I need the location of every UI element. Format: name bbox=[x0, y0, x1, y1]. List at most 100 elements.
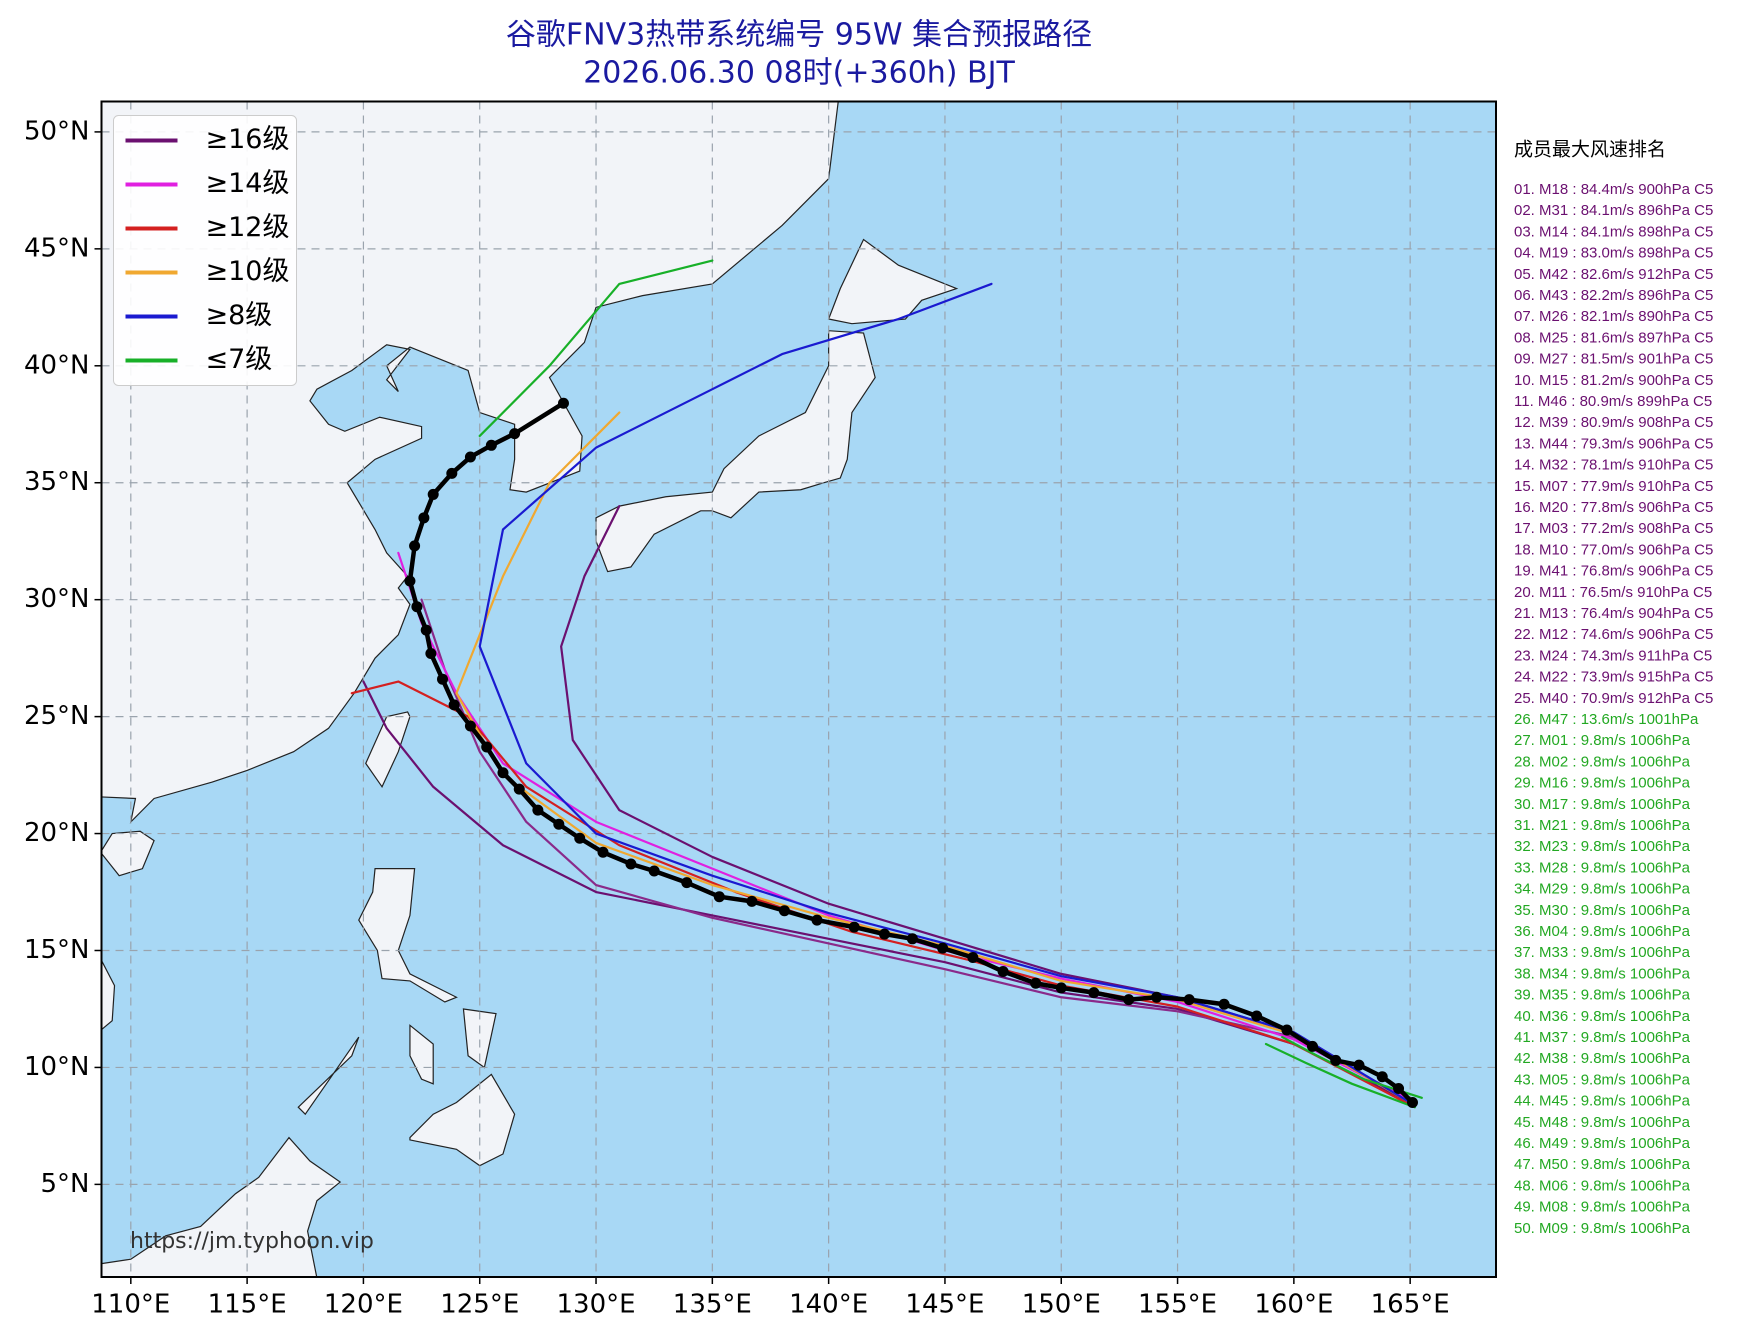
mean-track-point bbox=[1281, 1024, 1293, 1036]
mean-track-point bbox=[1330, 1054, 1342, 1066]
land bbox=[409, 1073, 516, 1167]
legend-label: ≥10级 bbox=[206, 256, 290, 287]
ranking-entry: 40. M36 : 9.8m/s 1006hPa bbox=[1514, 1008, 1691, 1025]
ranking-entry: 23. M24 : 74.3m/s 911hPa C5 bbox=[1514, 647, 1712, 664]
y-tick-label: 35°N bbox=[24, 467, 90, 497]
mean-track-point bbox=[420, 624, 432, 636]
mean-track-point bbox=[1406, 1097, 1418, 1109]
land bbox=[827, 238, 959, 325]
mean-track-point bbox=[532, 804, 544, 816]
ranking-entry: 29. M16 : 9.8m/s 1006hPa bbox=[1514, 775, 1691, 792]
ranking-entry: 28. M02 : 9.8m/s 1006hPa bbox=[1514, 753, 1691, 770]
ranking-entry: 43. M05 : 9.8m/s 1006hPa bbox=[1514, 1071, 1691, 1088]
ranking-entry: 39. M35 : 9.8m/s 1006hPa bbox=[1514, 987, 1691, 1004]
x-tick-label: 155°E bbox=[1138, 1290, 1217, 1320]
mean-track-point bbox=[497, 767, 509, 779]
ranking-entry: 42. M38 : 9.8m/s 1006hPa bbox=[1514, 1050, 1691, 1067]
land bbox=[101, 1136, 342, 1277]
mean-track-point bbox=[648, 865, 660, 877]
land bbox=[409, 1024, 434, 1085]
x-tick-label: 120°E bbox=[324, 1290, 403, 1320]
y-tick-label: 25°N bbox=[24, 701, 90, 731]
land bbox=[595, 330, 876, 573]
grid-layer: 110°E 115°E 120°E 125°E 130°E 135°E 140°E 145°E… bbox=[24, 101, 1496, 1320]
legend-label: ≥8级 bbox=[206, 300, 273, 331]
mean-track-point bbox=[625, 858, 637, 870]
ranking-entry: 17. M03 : 77.2m/s 908hPa C5 bbox=[1514, 520, 1713, 537]
ranking-entry: 16. M20 : 77.8m/s 906hPa C5 bbox=[1514, 499, 1713, 516]
mean-track-point bbox=[1218, 998, 1230, 1010]
ranking-entry: 49. M08 : 9.8m/s 1006hPa bbox=[1514, 1199, 1691, 1216]
ranking-entry: 30. M17 : 9.8m/s 1006hPa bbox=[1514, 796, 1691, 813]
ranking-entry: 33. M28 : 9.8m/s 1006hPa bbox=[1514, 859, 1691, 876]
mean-track-point bbox=[967, 952, 979, 964]
y-tick-label: 40°N bbox=[24, 350, 90, 380]
ranking-entry: 05. M42 : 82.6m/s 912hPa C5 bbox=[1514, 266, 1713, 283]
ranking-entry: 45. M48 : 9.8m/s 1006hPa bbox=[1514, 1114, 1691, 1131]
land bbox=[297, 1036, 360, 1116]
mean-track-point bbox=[437, 673, 449, 685]
legend-label: ≥14级 bbox=[206, 168, 290, 199]
mean-track-point bbox=[481, 741, 493, 753]
ranking-title: 成员最大风速排名 bbox=[1514, 139, 1666, 161]
y-tick-label: 45°N bbox=[24, 233, 90, 263]
chart-title: 谷歌FNV3热带系统编号 95W 集合预报路径 bbox=[506, 18, 1092, 53]
mean-track-point bbox=[597, 846, 609, 858]
mean-track-point bbox=[409, 540, 421, 552]
mean-track-point bbox=[509, 428, 521, 440]
mean-track-point bbox=[557, 397, 569, 409]
mean-track-point bbox=[937, 942, 949, 954]
legend: ≥16级 ≥14级 ≥12级 ≥10级 ≥8级 ≤7级 bbox=[113, 115, 297, 386]
mean-track-point bbox=[1055, 982, 1067, 994]
x-tick-label: 110°E bbox=[91, 1290, 170, 1320]
mean-track-point bbox=[485, 439, 497, 451]
ranking-entry: 08. M25 : 81.6m/s 897hPa C5 bbox=[1514, 329, 1713, 346]
ranking-entry: 46. M49 : 9.8m/s 1006hPa bbox=[1514, 1135, 1691, 1152]
x-tick-label: 165°E bbox=[1371, 1290, 1450, 1320]
mean-track-point bbox=[553, 818, 565, 830]
x-tick-label: 115°E bbox=[208, 1290, 287, 1320]
ranking-entry: 25. M40 : 70.9m/s 912hPa C5 bbox=[1514, 690, 1713, 707]
mean-track-point bbox=[1353, 1059, 1365, 1071]
member-track bbox=[1264, 1042, 1416, 1109]
x-tick-label: 140°E bbox=[789, 1290, 868, 1320]
mean-track-point bbox=[848, 921, 860, 933]
ranking-entry: 12. M39 : 80.9m/s 908hPa C5 bbox=[1514, 414, 1713, 431]
member-track bbox=[397, 551, 1412, 1102]
x-tick-label: 130°E bbox=[556, 1290, 635, 1320]
ranking-entry: 47. M50 : 9.8m/s 1006hPa bbox=[1514, 1156, 1691, 1173]
ranking-entry: 27. M01 : 9.8m/s 1006hPa bbox=[1514, 732, 1691, 749]
ranking-entry: 18. M10 : 77.0m/s 906hPa C5 bbox=[1514, 541, 1713, 558]
mean-track-point bbox=[411, 601, 423, 613]
mean-track-point bbox=[713, 891, 725, 903]
mean-track-point bbox=[778, 905, 790, 917]
mean-track-point bbox=[464, 720, 476, 732]
ranking-entry: 19. M41 : 76.8m/s 906hPa C5 bbox=[1514, 563, 1713, 580]
mean-track-point bbox=[1393, 1082, 1405, 1094]
ranking-entry: 32. M23 : 9.8m/s 1006hPa bbox=[1514, 838, 1691, 855]
mean-track-point bbox=[425, 647, 437, 659]
ranking-entry: 07. M26 : 82.1m/s 890hPa C5 bbox=[1514, 308, 1713, 325]
mean-track-point bbox=[446, 467, 458, 479]
mean-track-point bbox=[1376, 1071, 1388, 1083]
ranking-entry: 22. M12 : 74.6m/s 906hPa C5 bbox=[1514, 626, 1713, 643]
ranking-entry: 06. M43 : 82.2m/s 896hPa C5 bbox=[1514, 287, 1713, 304]
chart-subtitle: 2026.06.30 08时(+360h) BJT bbox=[583, 56, 1015, 91]
mean-track-point bbox=[1030, 977, 1042, 989]
ranking-entry: 13. M44 : 79.3m/s 906hPa C5 bbox=[1514, 435, 1713, 452]
mean-track-point bbox=[1306, 1040, 1318, 1052]
ranking-entry: 38. M34 : 9.8m/s 1006hPa bbox=[1514, 965, 1691, 982]
x-tick-label: 135°E bbox=[673, 1290, 752, 1320]
ranking-entry: 35. M30 : 9.8m/s 1006hPa bbox=[1514, 902, 1691, 919]
x-tick-label: 125°E bbox=[440, 1290, 519, 1320]
member-track bbox=[1281, 1035, 1423, 1099]
mean-track-point bbox=[574, 832, 586, 844]
ranking-entry: 50. M09 : 9.8m/s 1006hPa bbox=[1514, 1220, 1691, 1237]
ranking-entry: 01. M18 : 84.4m/s 900hPa C5 bbox=[1514, 181, 1713, 198]
ranking-entry: 36. M04 : 9.8m/s 1006hPa bbox=[1514, 923, 1691, 940]
y-tick-label: 20°N bbox=[24, 818, 90, 848]
mean-track-point bbox=[513, 783, 525, 795]
mean-track-point bbox=[448, 699, 460, 711]
legend-label: ≥16级 bbox=[206, 124, 290, 155]
